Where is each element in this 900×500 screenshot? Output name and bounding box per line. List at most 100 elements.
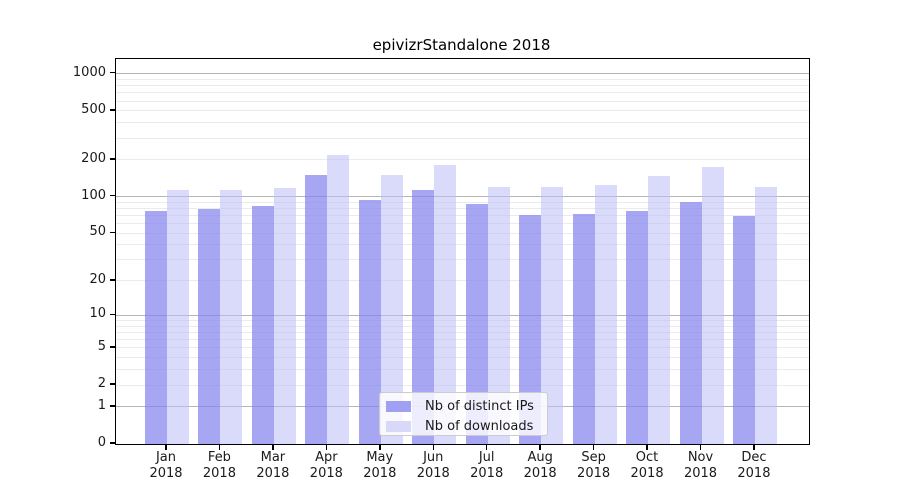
y-tick-mark — [110, 313, 115, 316]
bar-downloads-sep — [594, 185, 617, 444]
x-tick-label: Mar 2018 — [256, 450, 290, 481]
x-tick-label: Dec 2018 — [737, 450, 771, 481]
gridline-minor — [116, 100, 809, 102]
bar-downloads-jan — [167, 190, 189, 444]
legend-swatch-distinct-ips — [386, 400, 411, 412]
bar-distinct-ips-jan — [145, 210, 167, 444]
gridline-minor — [116, 320, 809, 322]
bar-downloads-apr — [327, 154, 350, 444]
y-tick-mark — [110, 279, 115, 281]
bar-distinct-ips-mar — [251, 205, 274, 444]
x-tick-mark — [646, 444, 648, 450]
gridline-minor — [116, 85, 809, 87]
x-tick-mark — [592, 444, 595, 450]
legend-label-distinct-ips: Nb of distinct IPs — [425, 398, 534, 414]
bar-distinct-ips-jun — [412, 190, 435, 444]
legend-label-downloads: Nb of downloads — [425, 418, 534, 434]
gridline-minor — [116, 244, 809, 246]
x-tick-mark — [325, 444, 328, 450]
y-tick-mark — [110, 71, 115, 74]
bar-downloads-oct — [648, 176, 671, 444]
x-tick-label: Jul 2018 — [470, 450, 504, 481]
gridline-major — [116, 73, 809, 75]
x-tick-mark — [218, 444, 221, 450]
y-tick-mark — [110, 346, 115, 348]
bar-distinct-ips-nov — [679, 201, 702, 444]
bar-downloads-may — [380, 174, 403, 444]
bar-downloads-aug — [541, 186, 564, 444]
x-tick-mark — [699, 444, 702, 450]
legend: Nb of distinct IPs Nb of downloads — [379, 392, 548, 436]
y-tick-mark — [110, 231, 115, 234]
gridline-minor — [116, 259, 809, 261]
gridline-minor — [116, 325, 809, 327]
gridline-minor — [116, 347, 809, 349]
gridline-minor — [116, 223, 809, 225]
x-tick-label: Jan 2018 — [149, 450, 183, 481]
x-tick-mark — [432, 444, 434, 450]
bar-distinct-ips-oct — [626, 210, 649, 444]
gridline-minor — [116, 369, 809, 371]
y-tick-mark — [110, 383, 115, 385]
gridline-minor — [116, 92, 809, 94]
gridline-minor — [116, 357, 809, 359]
y-tick-mark — [110, 194, 115, 197]
bar-distinct-ips-aug — [519, 214, 542, 444]
x-tick-mark — [165, 444, 167, 450]
gridline-minor — [116, 232, 809, 234]
gridline-minor — [116, 384, 809, 386]
gridline-minor — [116, 137, 809, 139]
gridline-minor — [116, 110, 809, 112]
bar-downloads-mar — [273, 188, 296, 444]
y-tick-mark — [110, 109, 115, 111]
bar-downloads-dec — [754, 187, 777, 444]
legend-item-downloads: Nb of downloads — [386, 418, 547, 434]
x-tick-mark — [753, 444, 755, 450]
y-tick-mark — [110, 405, 115, 407]
bar-distinct-ips-dec — [732, 215, 755, 444]
x-tick-label: Oct 2018 — [630, 450, 664, 481]
gridline-minor — [116, 159, 809, 161]
y-tick-label: 10 — [89, 306, 106, 322]
y-tick-label: 0 — [97, 435, 106, 450]
y-tick-label: 200 — [81, 150, 106, 166]
y-tick-label: 20 — [89, 271, 106, 287]
x-tick-mark — [485, 444, 488, 450]
x-tick-label: Nov 2018 — [683, 450, 718, 481]
bar-distinct-ips-jul — [465, 204, 488, 444]
legend-swatch-downloads — [386, 420, 411, 432]
x-tick-mark — [539, 444, 541, 450]
bar-downloads-jun — [434, 164, 457, 444]
y-tick-label: 1000 — [72, 64, 106, 80]
y-tick-label: 1 — [97, 397, 106, 413]
x-tick-label: Apr 2018 — [309, 450, 343, 481]
bar-downloads-jul — [487, 186, 510, 444]
bar-distinct-ips-may — [358, 199, 381, 444]
y-tick-mark — [110, 158, 115, 160]
gridline-minor — [116, 339, 809, 341]
gridline-major — [116, 196, 809, 198]
y-tick-label: 2 — [97, 376, 106, 392]
plot-area — [115, 58, 810, 445]
bar-downloads-feb — [220, 190, 243, 444]
bar-distinct-ips-apr — [305, 175, 328, 444]
x-tick-label: May 2018 — [363, 450, 397, 481]
gridline-major — [116, 314, 809, 316]
y-tick-mark — [110, 442, 115, 444]
legend-item-distinct-ips: Nb of distinct IPs — [386, 398, 547, 414]
y-tick-label: 100 — [81, 187, 106, 203]
chart-title: epivizrStandalone 2018 — [372, 36, 551, 54]
gridline-minor — [116, 280, 809, 282]
x-tick-mark — [272, 444, 274, 450]
gridline-minor — [116, 207, 809, 209]
x-tick-label: Aug 2018 — [523, 450, 557, 481]
x-tick-label: Sep 2018 — [577, 450, 611, 481]
y-tick-label: 50 — [89, 224, 106, 240]
gridline-minor — [116, 122, 809, 124]
x-tick-label: Jun 2018 — [416, 450, 450, 481]
bar-distinct-ips-feb — [198, 208, 221, 444]
y-tick-label: 5 — [97, 338, 106, 354]
bar-downloads-nov — [701, 166, 724, 444]
y-tick-label: 500 — [81, 101, 106, 117]
